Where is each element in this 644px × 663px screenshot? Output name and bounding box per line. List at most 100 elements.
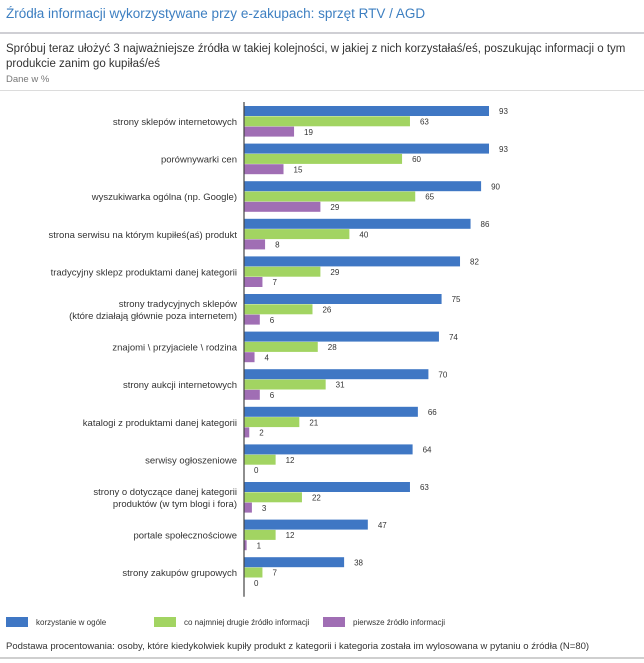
value-label: 4 — [265, 353, 270, 362]
bar-series-3 — [244, 502, 252, 513]
bar-series-2 — [244, 116, 410, 127]
bar-chart: strony sklepów internetowych936319porówn… — [49, 102, 508, 597]
bar-series-3 — [244, 164, 284, 175]
bar-series-1 — [244, 331, 439, 342]
value-label: 65 — [425, 193, 434, 202]
value-label: 28 — [328, 343, 337, 352]
value-label: 64 — [423, 446, 432, 455]
value-label: 75 — [452, 295, 461, 304]
bar-series-3 — [244, 201, 321, 212]
bar-series-2 — [244, 529, 276, 540]
header-divider — [0, 90, 644, 91]
category-label: strony zakupów grupowych — [122, 568, 237, 579]
base-footnote: Podstawa procentowania: osoby, które kie… — [6, 641, 590, 652]
bar-series-1 — [244, 218, 471, 229]
category-label: wyszukiwarka ogólna (np. Google) — [91, 192, 237, 203]
bar-series-2 — [244, 153, 403, 164]
bar-series-3 — [244, 314, 260, 325]
bar-series-1 — [244, 406, 418, 417]
legend-item-series-2: co najmniej drugie źródło informacji — [154, 617, 309, 627]
unit-note: Dane w % — [6, 74, 50, 85]
value-label: 66 — [428, 408, 437, 417]
bar-series-1 — [244, 294, 442, 304]
value-label: 0 — [254, 466, 259, 475]
value-label: 70 — [438, 370, 447, 379]
chart-title: Źródła informacji wykorzystywane przy e-… — [6, 6, 426, 21]
bar-series-1 — [244, 181, 482, 192]
value-label: 40 — [359, 230, 368, 239]
value-label: 0 — [254, 579, 259, 588]
legend-swatch-green — [154, 617, 176, 627]
bar-series-3 — [244, 239, 266, 250]
category-label: tradycyjny sklepz produktami danej kateg… — [51, 267, 237, 278]
value-label: 1 — [257, 541, 262, 550]
title-divider — [0, 32, 644, 34]
bar-series-1 — [244, 557, 345, 568]
legend-item-series-1: korzystanie w ogóle — [6, 617, 106, 627]
category-label: strony o dotyczące danej kategorii — [93, 487, 237, 498]
bar-series-1 — [244, 369, 429, 380]
value-label: 12 — [286, 456, 295, 465]
value-label: 7 — [272, 569, 277, 578]
value-label: 19 — [304, 128, 313, 137]
category-label: produktów (w tym blogi i fora) — [113, 499, 237, 510]
bar-series-2 — [244, 417, 300, 428]
bar-series-2 — [244, 492, 302, 503]
value-label: 7 — [272, 278, 277, 287]
value-label: 60 — [412, 155, 421, 164]
value-label: 8 — [275, 241, 280, 250]
legend-swatch-blue — [6, 617, 28, 627]
footer-divider — [0, 657, 644, 659]
category-label: strony aukcji internetowych — [123, 380, 237, 391]
value-label: 3 — [262, 504, 267, 513]
category-label: portale społecznościowe — [133, 531, 237, 542]
category-label: strony tradycyjnych sklepów — [119, 299, 237, 310]
category-label: znajomi \ przyjaciele \ rodzina — [112, 343, 237, 354]
value-label: 29 — [330, 268, 339, 277]
value-label: 86 — [481, 220, 490, 229]
legend-label: korzystanie w ogóle — [36, 617, 107, 627]
bar-series-3 — [244, 277, 263, 287]
bar-series-2 — [244, 454, 276, 465]
bar-series-1 — [244, 143, 489, 154]
bar-series-1 — [244, 482, 410, 492]
value-label: 63 — [420, 117, 429, 126]
bar-series-1 — [244, 106, 489, 116]
value-label: 26 — [322, 305, 331, 314]
value-label: 63 — [420, 483, 429, 492]
value-label: 15 — [294, 165, 303, 174]
category-label: serwisy ogłoszeniowe — [145, 455, 237, 466]
value-label: 12 — [286, 531, 295, 540]
value-label: 22 — [312, 493, 321, 502]
chart-legend: korzystanie w ogóle co najmniej drugie ź… — [0, 617, 644, 631]
category-label: strony sklepów internetowych — [113, 117, 237, 128]
legend-item-series-3: pierwsze źródło informacji — [323, 617, 445, 627]
value-label: 82 — [470, 258, 479, 267]
survey-question: Spróbuj teraz ułożyć 3 najważniejsze źró… — [6, 43, 626, 70]
bar-series-2 — [244, 304, 313, 315]
bar-series-2 — [244, 191, 416, 202]
value-label: 90 — [491, 182, 500, 191]
bar-series-2 — [244, 266, 321, 277]
bar-series-2 — [244, 341, 318, 352]
bar-series-1 — [244, 444, 413, 455]
value-label: 74 — [449, 333, 458, 342]
category-label: (które działają głównie poza internetem) — [69, 311, 237, 322]
bar-series-3 — [244, 427, 250, 438]
legend-label: pierwsze źródło informacji — [353, 617, 446, 627]
bar-series-3 — [244, 389, 260, 400]
value-label: 93 — [499, 145, 508, 154]
value-label: 2 — [259, 429, 264, 438]
value-label: 21 — [309, 418, 318, 427]
bar-series-3 — [244, 352, 255, 363]
legend-swatch-purple — [323, 617, 345, 627]
category-label: porównywarki cen — [161, 155, 237, 166]
value-label: 38 — [354, 558, 363, 567]
bar-series-1 — [244, 519, 368, 530]
bar-series-2 — [244, 229, 350, 240]
value-label: 6 — [270, 391, 275, 400]
value-label: 93 — [499, 107, 508, 116]
bar-series-3 — [244, 540, 247, 551]
legend-label: co najmniej drugie źródło informacji — [184, 617, 310, 627]
category-label: strona serwisu na którym kupiłeś(aś) pro… — [49, 230, 238, 241]
